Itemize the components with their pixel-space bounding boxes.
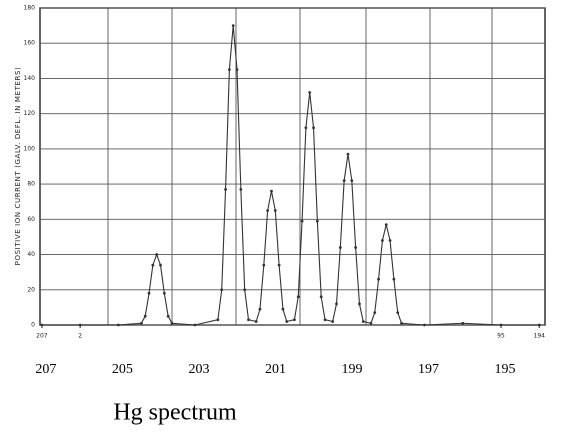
data-point <box>273 209 277 212</box>
data-point <box>358 302 361 306</box>
data-point <box>373 311 377 315</box>
data-point <box>300 219 304 223</box>
data-point <box>400 321 403 325</box>
data-point <box>312 126 315 130</box>
data-point <box>266 209 270 212</box>
data-point <box>285 320 289 323</box>
data-point <box>296 295 300 299</box>
mass-label: 205 <box>112 362 133 377</box>
y-tick-label: 20 <box>27 286 35 293</box>
y-tick-label: 160 <box>24 40 36 47</box>
data-point <box>262 263 266 267</box>
data-point <box>315 219 319 223</box>
data-point <box>293 318 296 322</box>
data-point <box>381 239 384 242</box>
y-tick-label: 80 <box>27 181 35 188</box>
plot-frame <box>39 7 546 326</box>
y-axis-label: POSITIVE ION CURRENT (GALV. DEFL. IN MET… <box>14 67 22 266</box>
data-point <box>147 291 151 295</box>
data-point <box>162 291 166 295</box>
data-point <box>235 68 239 72</box>
data-point <box>335 302 338 306</box>
data-point <box>227 68 231 72</box>
x-tick-label: 194 <box>534 333 546 340</box>
data-point <box>331 320 335 323</box>
data-point <box>423 323 426 327</box>
data-point <box>384 223 388 227</box>
data-point <box>323 318 327 322</box>
data-point <box>193 323 197 327</box>
y-tick-label: 180 <box>24 5 36 12</box>
data-point <box>270 189 273 193</box>
y-tick-label: 140 <box>24 75 36 82</box>
data-point <box>78 323 82 327</box>
data-point <box>170 321 174 325</box>
data-point <box>499 323 503 327</box>
data-point <box>117 323 120 327</box>
data-point <box>461 321 465 325</box>
data-point <box>361 320 365 323</box>
data-point <box>281 307 285 311</box>
data-point <box>155 253 159 256</box>
data-point <box>220 288 224 292</box>
data-point <box>258 307 262 311</box>
mass-label: 199 <box>341 362 362 377</box>
data-point <box>243 288 247 292</box>
y-tick-label: 60 <box>27 216 35 223</box>
data-point <box>350 179 354 182</box>
data-point <box>308 91 312 94</box>
data-point <box>40 323 44 327</box>
series-line <box>41 25 540 326</box>
mass-label: 195 <box>495 362 516 377</box>
data-point <box>143 314 147 318</box>
data-point <box>319 295 323 299</box>
y-tick-label: 0 <box>31 322 35 329</box>
data-point <box>377 277 380 281</box>
data-point <box>247 318 250 322</box>
data-point <box>254 320 258 323</box>
vertical-grid <box>107 8 493 325</box>
caption: Hg spectrum <box>113 400 237 426</box>
data-point <box>216 318 220 322</box>
data-point <box>277 263 281 267</box>
y-tick-label: 40 <box>27 251 35 258</box>
data-point <box>354 246 358 249</box>
data-point <box>388 239 392 242</box>
data-point <box>166 314 170 318</box>
mass-label: 197 <box>418 362 439 377</box>
data-point <box>392 277 396 281</box>
data-point <box>159 263 162 267</box>
data-point <box>537 323 541 327</box>
data-point <box>239 187 243 191</box>
data-point <box>338 246 342 249</box>
data-point <box>151 263 155 267</box>
y-tick-label: 100 <box>24 145 36 152</box>
data-point <box>139 321 143 325</box>
data-point <box>396 311 400 315</box>
y-tick-label: 120 <box>24 110 36 117</box>
mass-label: 207 <box>35 362 56 377</box>
data-point <box>346 152 350 156</box>
data-point <box>224 187 227 191</box>
data-point <box>231 24 235 28</box>
x-tick-label: 95 <box>497 333 505 340</box>
x-tick-label: 2 <box>78 333 82 340</box>
mass-label: 201 <box>265 362 286 377</box>
x-tick-label: 207 <box>36 333 48 340</box>
data-point <box>342 179 346 182</box>
mass-label: 203 <box>188 362 209 377</box>
data-point <box>304 126 308 130</box>
data-point <box>369 321 373 325</box>
